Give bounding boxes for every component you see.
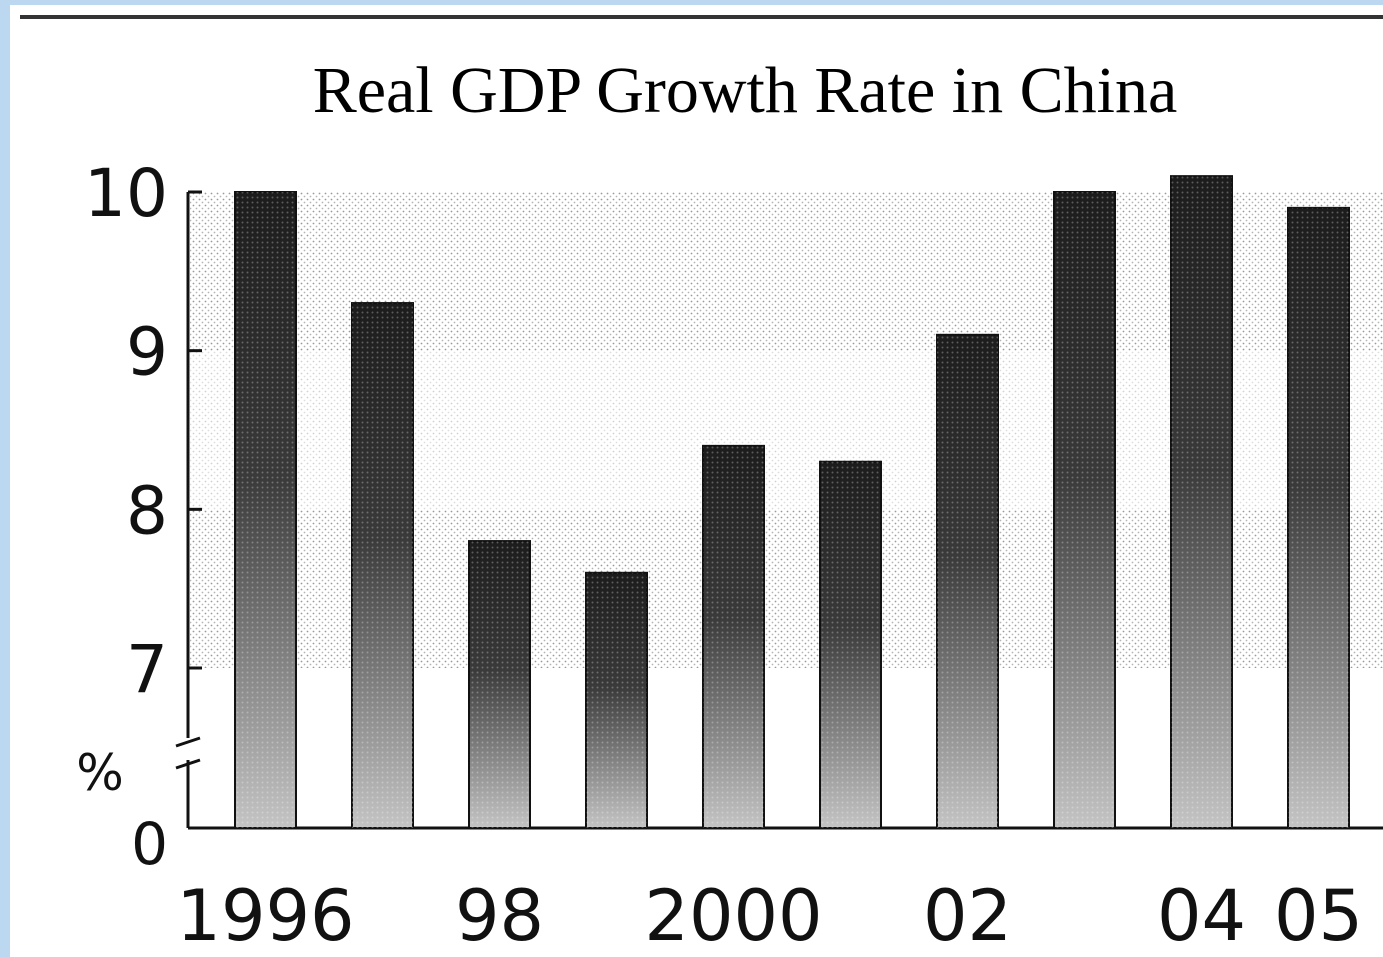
x-tick-label: 04 [1157,875,1246,957]
bar-texture [352,303,413,829]
axis-break-mark-upper [175,736,201,748]
y-tick-label: 7 [126,631,168,708]
axis-break-mark-lower [175,758,201,770]
bar [234,191,297,829]
x-axis-ticks: 1996 98 2000 02 04 05 [176,875,1363,957]
bar-texture [586,572,647,828]
bar-texture [1288,207,1349,828]
bar [1287,206,1350,830]
bar [1170,175,1233,829]
y-tick-label: 10 [84,155,168,232]
x-tick-label: 1996 [176,875,354,957]
bar-texture [703,445,764,828]
y-axis-ticks: 0 7 8 9 10 [84,155,202,878]
bar [585,571,648,829]
bar-texture [235,192,296,828]
top-rule [20,15,1383,19]
bar [1053,191,1116,829]
bar [819,460,882,829]
bar-texture [1054,192,1115,828]
bars [234,175,1350,830]
y-tick-label: 0 [131,810,168,878]
bar-texture [1171,176,1232,829]
x-tick-label: 98 [455,875,544,957]
bar [351,302,414,830]
bar-texture [937,334,998,828]
bar [468,540,531,829]
bar-texture [469,541,530,828]
x-tick-label: 02 [923,875,1012,957]
bar [936,333,999,829]
y-tick-label: 9 [126,314,168,391]
bar-texture [820,461,881,828]
bar [702,444,765,829]
x-tick-label: 05 [1274,875,1363,957]
y-axis-unit-label: % [76,744,124,802]
chart-title: Real GDP Growth Rate in China [313,54,1178,127]
y-tick-label: 8 [126,472,168,549]
x-tick-label: 2000 [644,875,822,957]
